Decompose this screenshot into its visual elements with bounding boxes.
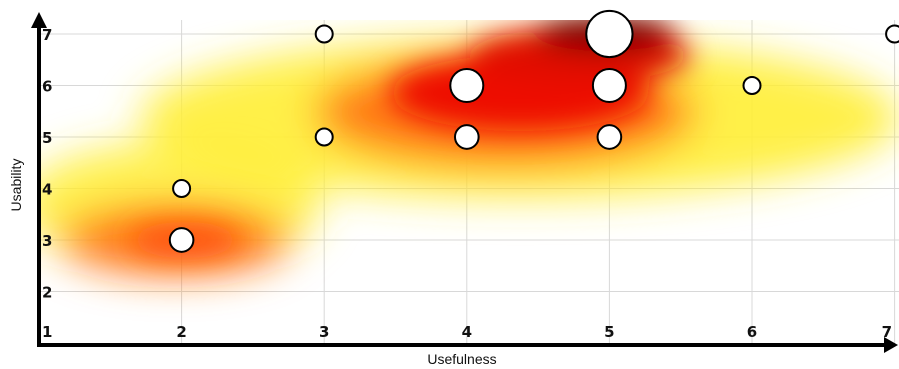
- x-tick-label: 6: [747, 323, 757, 341]
- data-point: [742, 76, 762, 95]
- y-tick-labels: 2 3 4 5 6 7: [42, 26, 52, 302]
- data-point: [453, 124, 480, 150]
- y-tick-label: 5: [42, 129, 52, 147]
- data-point: [168, 227, 195, 253]
- data-point: [596, 124, 623, 150]
- x-tick-label: 2: [176, 323, 186, 341]
- x-axis-arrow: [884, 337, 898, 353]
- y-tick-label: 7: [42, 26, 52, 44]
- x-tick-label: 7: [882, 323, 892, 341]
- y-tick-label: 2: [42, 284, 52, 302]
- data-point: [885, 24, 899, 44]
- y-tick-label: 3: [42, 232, 52, 250]
- data-point: [591, 68, 627, 103]
- data-points: [168, 9, 899, 253]
- x-axis-title: Usefulness: [427, 351, 496, 367]
- data-point: [314, 24, 334, 44]
- y-axis-arrow: [31, 12, 47, 28]
- x-tick-label: 1: [42, 323, 52, 341]
- axes: [31, 12, 898, 353]
- y-tick-label: 6: [42, 78, 52, 96]
- x-tick-labels: 1 2 3 4 5 6 7: [42, 323, 892, 341]
- data-point: [449, 68, 485, 103]
- data-point: [172, 179, 192, 198]
- data-point: [585, 9, 634, 59]
- x-tick-label: 4: [462, 323, 472, 341]
- y-tick-label: 4: [42, 181, 52, 199]
- x-tick-label: 3: [319, 323, 329, 341]
- data-point: [314, 127, 334, 147]
- x-tick-label: 5: [604, 323, 614, 341]
- y-axis-title: Usability: [8, 159, 24, 212]
- heatmap-layer: [39, 20, 899, 275]
